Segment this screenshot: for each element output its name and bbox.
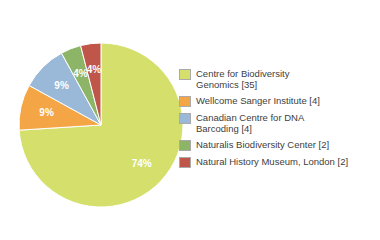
html-text:Naturalis Biodiversity Center: Naturalis Biodiversity Center [2] (196, 138, 330, 150)
html-text:Centre for Biodiversity Genomi: Centre for Biodiversity Genomics [35] (196, 67, 290, 90)
svg-text:9%: 9% (39, 107, 54, 118)
html-text:Natural History Museum, London: Natural History Museum, London [2] (196, 155, 349, 167)
svg-text:4%: 4% (73, 68, 88, 79)
svg-text:74%: 74% (132, 158, 152, 169)
html-text:Wellcome Sanger Institute [4]: Wellcome Sanger Institute [4] (196, 94, 320, 106)
svg-text:4%: 4% (87, 64, 102, 75)
html-text:Canadian Centre for DNA Barcod: Canadian Centre for DNA Barcoding [4] (196, 111, 305, 134)
svg-text:9%: 9% (54, 80, 69, 91)
